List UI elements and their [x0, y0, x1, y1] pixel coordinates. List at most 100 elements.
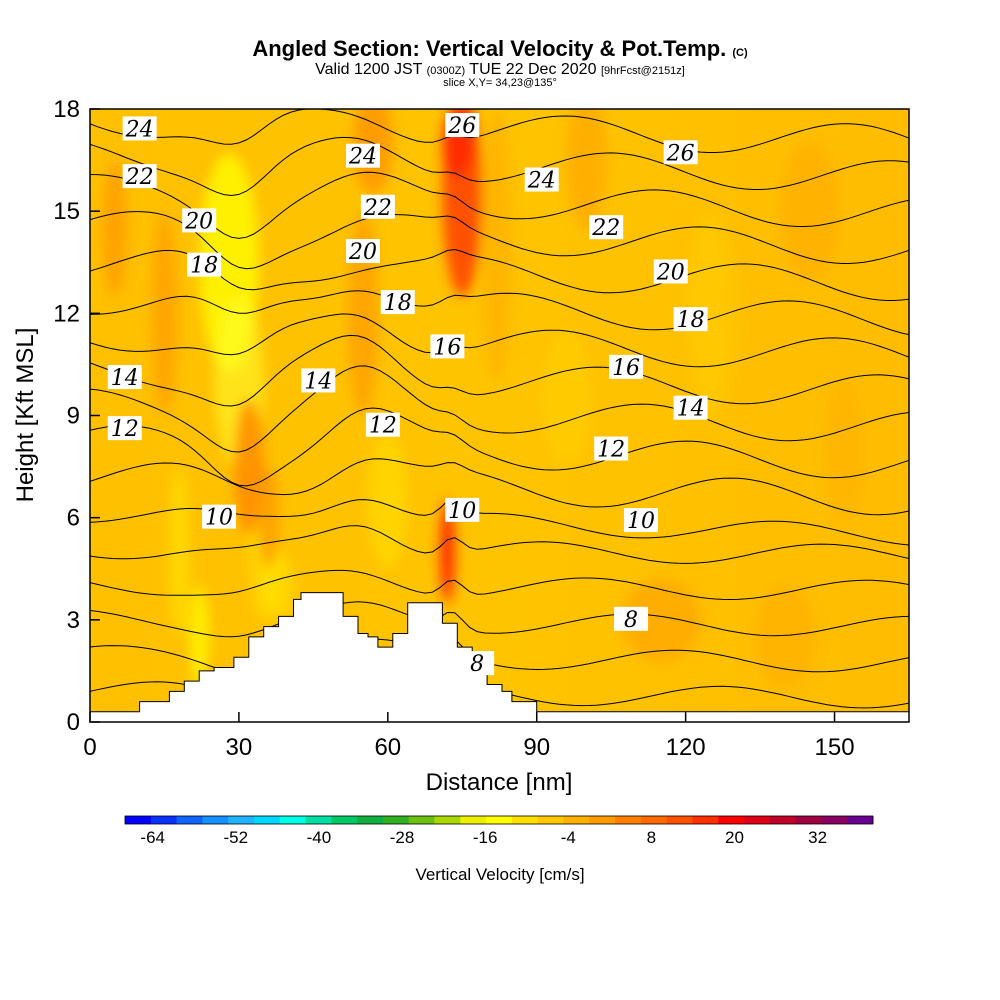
terrain — [89, 592, 910, 723]
colorbar-swatch — [511, 816, 539, 824]
theta-isoline — [90, 248, 909, 301]
x-tick-label: 60 — [374, 734, 401, 761]
velocity-cell — [367, 432, 408, 569]
contour-label-text: 18 — [677, 308, 705, 333]
contour-label-bg — [301, 368, 336, 393]
velocity-cell — [233, 398, 264, 535]
colorbar-tick-label: 32 — [808, 828, 827, 847]
colorbar-swatch — [640, 816, 668, 824]
contour-label: 10 — [202, 504, 237, 531]
y-tick-label: 9 — [67, 403, 80, 430]
velocity-cell — [189, 585, 210, 688]
x-axis-label: Distance [nm] — [426, 769, 573, 796]
colorbar-swatch — [176, 816, 203, 824]
y-axis-label: Height [Kft MSL] — [12, 328, 39, 503]
x-tick-label: 150 — [815, 734, 855, 761]
x-tick-label: 0 — [83, 734, 96, 761]
colorbar-swatch — [382, 816, 410, 824]
contour-label: 14 — [107, 365, 142, 391]
contour-label-bg — [107, 365, 142, 390]
velocity-cell — [755, 585, 815, 688]
contour-label: 22 — [122, 164, 157, 190]
colorbar-tick-label: -16 — [473, 828, 498, 847]
colorbar: -64 -52 -40 -28 -16 -4 8 20 32 — [124, 815, 874, 847]
contour-label: 16 — [430, 334, 465, 360]
contour-label: 18 — [380, 290, 415, 316]
velocity-cell — [258, 466, 279, 569]
contour-label: 16 — [609, 354, 644, 381]
velocity-cell — [541, 330, 592, 467]
theta-isoline — [90, 569, 909, 601]
chart-title: Angled Section: Vertical Velocity & Pot.… — [252, 36, 748, 61]
colorbar-frame — [124, 815, 874, 825]
colorbar-tick-label: -4 — [561, 828, 576, 847]
x-tick-label: 120 — [666, 734, 706, 761]
contour-label-text: 22 — [125, 165, 154, 190]
theta-isoline — [90, 313, 909, 368]
velocity-cell — [779, 143, 840, 280]
contour-label-text: 12 — [369, 414, 397, 439]
contour-label-bg — [614, 606, 649, 631]
colorbar-swatch — [150, 816, 178, 824]
contour-label: 24 — [524, 167, 559, 194]
contour-label: 18 — [673, 307, 708, 333]
colorbar-tick-label: -52 — [224, 828, 249, 847]
contour-label-text: 20 — [348, 240, 377, 265]
contour-label: 20 — [182, 208, 217, 234]
contour-label: 10 — [445, 497, 480, 524]
colorbar-swatch — [769, 816, 797, 824]
colorbar-swatch — [202, 816, 229, 824]
contour-label: 8 — [614, 606, 649, 633]
contour-label-text: 12 — [111, 417, 139, 442]
contour-label-bg — [445, 113, 480, 138]
contour-label-bg — [360, 194, 395, 219]
contour-label: 20 — [346, 239, 380, 265]
y-tick-label: 12 — [53, 300, 80, 327]
y-tick-label: 6 — [67, 505, 80, 532]
contour-label-bg — [594, 436, 629, 461]
colorbar-swatch — [460, 816, 487, 824]
colorbar-tick-label: 8 — [647, 828, 656, 847]
contour-label: 26 — [445, 113, 480, 139]
contour-label: 10 — [623, 508, 658, 534]
contour-label: 14 — [301, 368, 336, 394]
theta-isoline — [90, 365, 909, 453]
contour-label-text: 24 — [125, 117, 154, 142]
theta-isoline — [90, 458, 909, 516]
contour-label-text: 10 — [448, 499, 476, 524]
y-tick-label: 18 — [53, 96, 80, 123]
x-tick-label: 30 — [226, 734, 253, 761]
contour-label-text: 24 — [348, 145, 377, 170]
contour-label-text: 24 — [527, 169, 556, 194]
contour-label-bg — [609, 354, 644, 379]
colorbar-swatch — [666, 816, 693, 824]
contour-label-text: 8 — [470, 652, 484, 677]
velocity-cell — [152, 211, 177, 416]
colorbar-tick-label: -28 — [390, 828, 415, 847]
contour-label-text: 18 — [384, 291, 412, 316]
y-tick-label: 3 — [67, 607, 80, 634]
x-tick-label: 90 — [523, 734, 550, 761]
contour-label: 20 — [653, 259, 688, 285]
chart-subtitle: Valid 1200 JST (0300Z) TUE 22 Dec 2020 [… — [315, 61, 685, 78]
contour-label-text: 22 — [363, 196, 392, 221]
colorbar-swatch — [357, 816, 384, 824]
colorbar-swatch — [615, 816, 642, 824]
contour-label: 18 — [187, 252, 222, 279]
vertical-velocity-field — [90, 109, 909, 722]
contour-label-bg — [653, 259, 688, 284]
velocity-cell — [482, 109, 512, 382]
contour-label-text: 14 — [111, 366, 139, 391]
contour-label-text: 26 — [447, 114, 476, 139]
contour-label-bg — [202, 504, 237, 529]
contour-label-bg — [673, 395, 708, 420]
colorbar-swatch — [847, 816, 874, 824]
contour-label: 12 — [365, 412, 400, 439]
theta-isoline — [90, 136, 909, 197]
contour-label-text: 10 — [627, 509, 655, 534]
velocity-cell — [263, 551, 294, 620]
colorbar-swatch — [125, 816, 152, 824]
contour-label-bg — [663, 140, 698, 165]
colorbar-swatch — [228, 816, 255, 824]
contour-label-text: 18 — [190, 254, 218, 279]
